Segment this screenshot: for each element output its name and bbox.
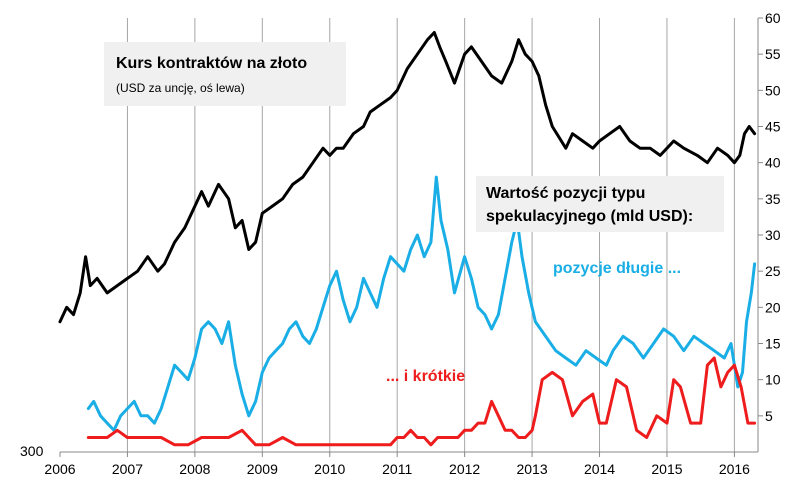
x-tick-label-2011: 2011 xyxy=(382,461,412,477)
gold-price-line xyxy=(58,31,757,324)
x-tick-label-2006: 2006 xyxy=(44,461,75,477)
y-tick-label-55: 55 xyxy=(765,46,781,62)
y-tick-label-45: 45 xyxy=(765,119,781,135)
right-tick-labels: 5 10 15 20 25 30 35 40 45 50 55 60 xyxy=(758,10,781,424)
y-tick-label-30: 30 xyxy=(765,227,781,243)
x-tick-label-2008: 2008 xyxy=(179,461,210,477)
title-box xyxy=(104,42,346,106)
y-tick-label-15: 15 xyxy=(765,336,781,352)
x-tick-label-2009: 2009 xyxy=(247,461,278,477)
short-positions-line xyxy=(86,356,757,447)
short-positions-label: ... i krótkie xyxy=(386,368,465,385)
y-tick-label-35: 35 xyxy=(765,191,781,207)
x-tick-label-2016: 2016 xyxy=(719,461,750,477)
chart-title: Kurs kontraktów na złoto xyxy=(116,55,307,72)
legend-title-line2: spekulacyjnego (mld USD): xyxy=(486,208,693,225)
series-lines xyxy=(58,31,757,447)
y-tick-label-5: 5 xyxy=(765,408,773,424)
x-tick-label-2015: 2015 xyxy=(651,461,682,477)
x-tick-labels: 2006 2007 2008 2009 2010 2011 2012 2013 2014 2015… xyxy=(44,452,750,477)
legend-title-box xyxy=(476,176,724,232)
y-tick-label-20: 20 xyxy=(765,299,781,315)
y-tick-label-10: 10 xyxy=(765,372,781,388)
x-tick-label-2007: 2007 xyxy=(112,461,143,477)
chart-subtitle: (USD za uncję, oś lewa) xyxy=(116,81,245,95)
y-tick-label-40: 40 xyxy=(765,155,781,171)
x-tick-label-2012: 2012 xyxy=(449,461,480,477)
legend-title-line1: Wartość pozycji typu xyxy=(486,185,645,202)
y-tick-label-60: 60 xyxy=(765,10,781,26)
left-axis-label: 300 xyxy=(20,443,44,459)
x-tick-label-2014: 2014 xyxy=(584,461,615,477)
x-tick-label-2013: 2013 xyxy=(516,461,547,477)
y-tick-label-50: 50 xyxy=(765,82,781,98)
y-tick-label-25: 25 xyxy=(765,263,781,279)
long-positions-line xyxy=(86,175,757,432)
long-positions-label: pozycje długie ... xyxy=(553,260,681,277)
x-tick-label-2010: 2010 xyxy=(314,461,345,477)
